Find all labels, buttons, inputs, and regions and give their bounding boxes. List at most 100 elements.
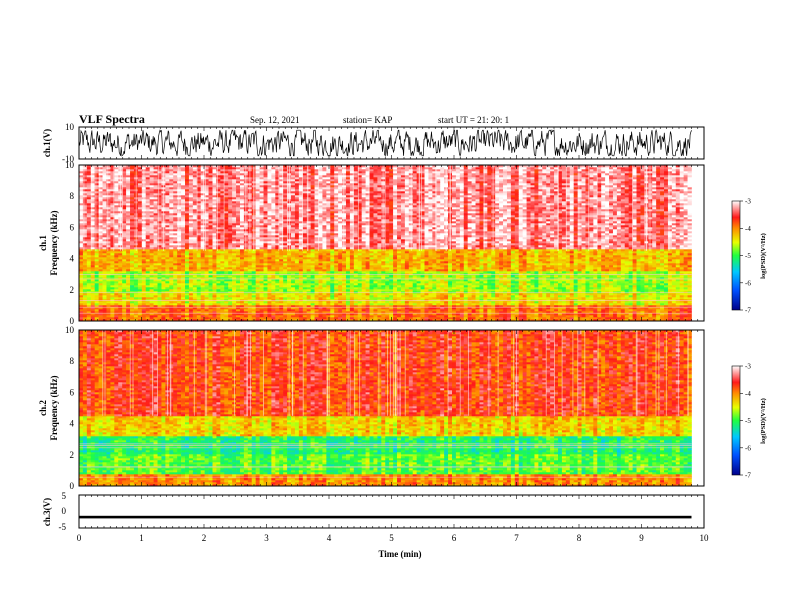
spectrogram-cell <box>91 289 95 291</box>
spectrogram-cell <box>146 229 150 231</box>
spectrogram-cell <box>83 285 87 287</box>
spectrogram-cell <box>130 269 134 271</box>
spectrogram-cell <box>95 177 99 179</box>
spectrogram-cell <box>103 253 107 255</box>
spectrogram-cell <box>146 169 150 171</box>
spectrogram-cell <box>126 301 130 303</box>
spectrogram-cell <box>103 229 107 231</box>
date-label: Sep. 12, 2021 <box>250 115 300 125</box>
spectrogram-cell <box>130 297 134 299</box>
spectrogram-cell <box>114 317 118 319</box>
spectrogram-cell <box>95 243 99 245</box>
spectrogram-cell <box>99 221 103 223</box>
spectrogram-cell <box>106 249 110 251</box>
spectrogram-cell <box>165 263 169 265</box>
spectrogram-cell <box>103 281 107 283</box>
spectrogram-cell <box>110 275 114 277</box>
spectrogram-cell <box>91 263 95 265</box>
spectrogram-cell <box>79 289 83 291</box>
spectrogram-cell <box>161 261 165 263</box>
spectrogram-cell <box>79 185 83 187</box>
spectrogram-cell <box>158 281 162 283</box>
spectrogram-cell <box>99 241 103 243</box>
spectrogram-cell <box>138 193 142 195</box>
spectrogram-cell <box>165 267 169 269</box>
spectrogram-cell <box>158 249 162 251</box>
spectrogram-cell <box>87 201 91 203</box>
spectrogram-cell <box>87 241 91 243</box>
spectrogram-cell <box>118 289 122 291</box>
spectrogram-cell <box>165 241 169 243</box>
spectrogram-cell <box>114 225 118 227</box>
spectrogram-cell <box>165 177 169 179</box>
spectrogram-cell <box>154 223 158 225</box>
spectrogram-cell <box>130 187 134 189</box>
spectrogram-cell <box>95 217 99 219</box>
spectrogram-cell <box>103 255 107 257</box>
spectrogram-cell <box>158 261 162 263</box>
spectrogram-cell <box>130 283 134 285</box>
spectrogram-cell <box>154 221 158 223</box>
spectrogram-cell <box>79 263 83 265</box>
spectrogram-cell <box>126 303 130 305</box>
spectrogram-cell <box>114 253 118 255</box>
spectrogram-cell <box>106 173 110 175</box>
spectrogram-cell <box>126 167 130 169</box>
spectrogram-cell <box>138 309 142 311</box>
spectrogram-cell <box>106 297 110 299</box>
spectrogram-cell <box>165 201 169 203</box>
spectrogram-cell <box>130 167 134 169</box>
spectrogram-cell <box>158 219 162 221</box>
spectrogram-cell <box>165 215 169 217</box>
spectrogram-cell <box>138 265 142 267</box>
spectrogram-cell <box>158 179 162 181</box>
spectrogram-cell <box>154 207 158 209</box>
spectrogram-cell <box>138 201 142 203</box>
spectrogram-cell <box>95 297 99 299</box>
spectrogram-cell <box>103 181 107 183</box>
spectrogram-cell <box>87 221 91 223</box>
spectrogram-cell <box>99 203 103 205</box>
spectrogram-cell <box>165 209 169 211</box>
spectrogram-cell <box>150 317 154 319</box>
spectrogram-cell <box>154 211 158 213</box>
spectrogram-cell <box>91 301 95 303</box>
spectrogram-cell <box>126 219 130 221</box>
spectrogram-cell <box>130 209 134 211</box>
spectrogram-cell <box>161 253 165 255</box>
spectrogram-cell <box>106 205 110 207</box>
spectrogram-cell <box>169 303 173 305</box>
spectrogram-cell <box>95 265 99 267</box>
spectrogram-cell <box>87 231 91 233</box>
spectrogram-cell <box>154 231 158 233</box>
spectrogram-cell <box>154 239 158 241</box>
spectrogram-cell <box>106 199 110 201</box>
spectrogram-cell <box>103 211 107 213</box>
spectrogram-cell <box>91 309 95 311</box>
spectrogram-cell <box>146 171 150 173</box>
spectrogram-cell <box>161 297 165 299</box>
spectrogram-cell <box>87 217 91 219</box>
spectrogram-cell <box>146 223 150 225</box>
station-label: station= KAP <box>343 115 392 125</box>
spectrogram-cell <box>158 231 162 233</box>
spectrogram-cell <box>99 295 103 297</box>
spectrogram-cell <box>99 229 103 231</box>
spectrogram-cell <box>158 263 162 265</box>
spectrogram-cell <box>114 249 118 251</box>
spectrogram-cell <box>95 167 99 169</box>
spectrogram-cell <box>146 219 150 221</box>
spectrogram-cell <box>83 269 87 271</box>
spectrogram-cell <box>146 181 150 183</box>
spectrogram-cell <box>114 215 118 217</box>
spectrogram-cell <box>146 175 150 177</box>
spectrogram-cell <box>130 199 134 201</box>
spectrogram-cell <box>95 209 99 211</box>
spectrogram-cell <box>114 231 118 233</box>
spectrogram-cell <box>103 205 107 207</box>
spectrogram-cell <box>106 229 110 231</box>
spectrogram-cell <box>134 315 138 317</box>
spectrogram-cell <box>158 245 162 247</box>
spectrogram-cell <box>126 215 130 217</box>
spectrogram-cell <box>158 205 162 207</box>
